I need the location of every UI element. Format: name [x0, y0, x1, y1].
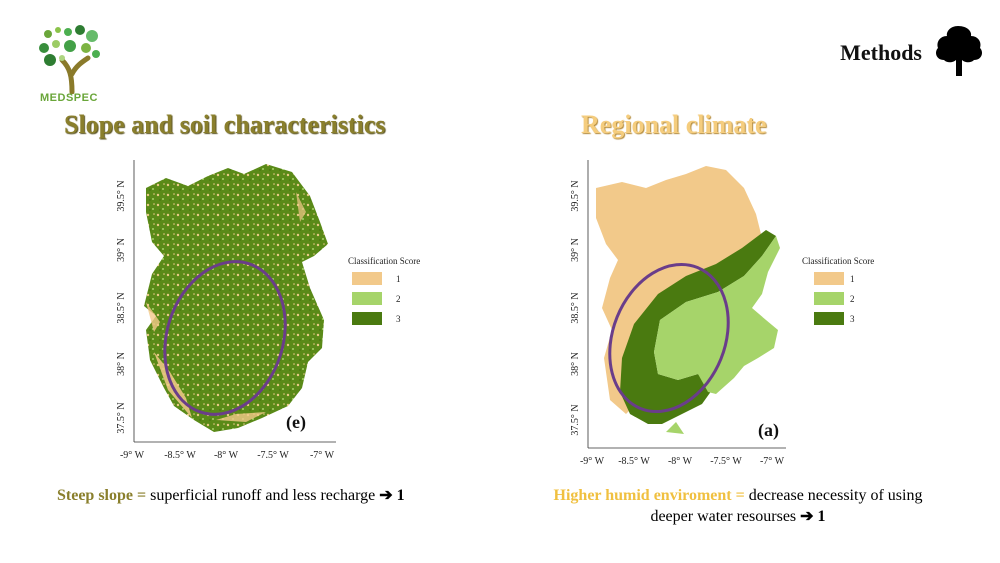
left-caption-text: superficial runoff and less recharge: [146, 487, 380, 504]
lon-label: -8° W: [214, 450, 239, 461]
legend-label: 3: [850, 314, 855, 324]
left-caption-highlight: Steep slope =: [57, 487, 147, 504]
section-title: Methods: [840, 40, 922, 65]
legend-swatch-3: [814, 312, 844, 325]
right-caption-score: 1: [817, 508, 826, 525]
legend-label: 3: [396, 314, 401, 324]
lat-label: 39.5° N: [116, 180, 127, 211]
slope-soil-map: (e) 39.5° N 39° N 38.5° N 38° N 37.5° N …: [116, 160, 420, 461]
lat-label: 38° N: [570, 352, 581, 376]
right-focus-ellipse: [608, 262, 730, 414]
left-panel-title: Slope and soil characteristics: [64, 110, 386, 139]
lat-label: 38° N: [116, 352, 127, 376]
legend-label: 2: [850, 294, 855, 304]
left-map-region: [144, 164, 328, 432]
lon-label: -7.5° W: [710, 456, 742, 467]
arrow-icon: ➔: [379, 487, 393, 504]
lon-label: -7° W: [760, 456, 785, 467]
legend-label: 1: [850, 274, 855, 284]
legend-swatch-2: [352, 292, 382, 305]
lat-label: 39° N: [570, 238, 581, 262]
lat-label: 39.5° N: [570, 180, 581, 211]
left-focus-ellipse: [163, 260, 287, 416]
legend-label: 1: [396, 274, 401, 284]
legend-title: Classification Score: [802, 256, 874, 266]
lon-label: -9° W: [580, 456, 605, 467]
lon-label: -8.5° W: [164, 450, 196, 461]
climate-score3-region: [620, 230, 776, 424]
right-caption: Higher humid enviroment = decrease neces…: [538, 485, 938, 527]
lat-label: 37.5° N: [116, 402, 127, 433]
lon-label: -8.5° W: [618, 456, 650, 467]
lon-label: -7.5° W: [257, 450, 289, 461]
right-caption-text: decrease necessity of using deeper water…: [650, 487, 923, 525]
left-panel-tag: (e): [286, 412, 306, 433]
legend-swatch-3: [352, 312, 382, 325]
logo-text: MEDSPEC: [40, 92, 98, 104]
climate-score2-region: [654, 236, 780, 394]
legend-swatch-2: [814, 292, 844, 305]
lon-label: -9° W: [120, 450, 145, 461]
tree-icon: [936, 26, 982, 76]
lat-label: 39° N: [116, 238, 127, 262]
lon-label: -8° W: [668, 456, 693, 467]
lat-label: 38.5° N: [570, 292, 581, 323]
arrow-icon: ➔: [800, 508, 814, 525]
lon-label: -7° W: [310, 450, 335, 461]
legend-label: 2: [396, 294, 401, 304]
climate-score1-region: [596, 166, 762, 414]
legend-title: Classification Score: [348, 256, 420, 266]
medspec-logo: [39, 25, 100, 94]
right-panel-tag: (a): [758, 420, 779, 441]
lat-label: 38.5° N: [116, 292, 127, 323]
legend-swatch-1: [814, 272, 844, 285]
left-caption-score: 1: [396, 487, 405, 504]
left-caption: Steep slope = superficial runoff and les…: [57, 485, 405, 505]
legend-swatch-1: [352, 272, 382, 285]
regional-climate-map: (a) 39.5° N 39° N 38.5° N 38° N 37.5° N …: [570, 160, 874, 467]
lat-label: 37.5° N: [570, 404, 581, 435]
right-panel-title: Regional climate: [581, 110, 767, 139]
right-caption-highlight: Higher humid enviroment =: [553, 487, 745, 504]
